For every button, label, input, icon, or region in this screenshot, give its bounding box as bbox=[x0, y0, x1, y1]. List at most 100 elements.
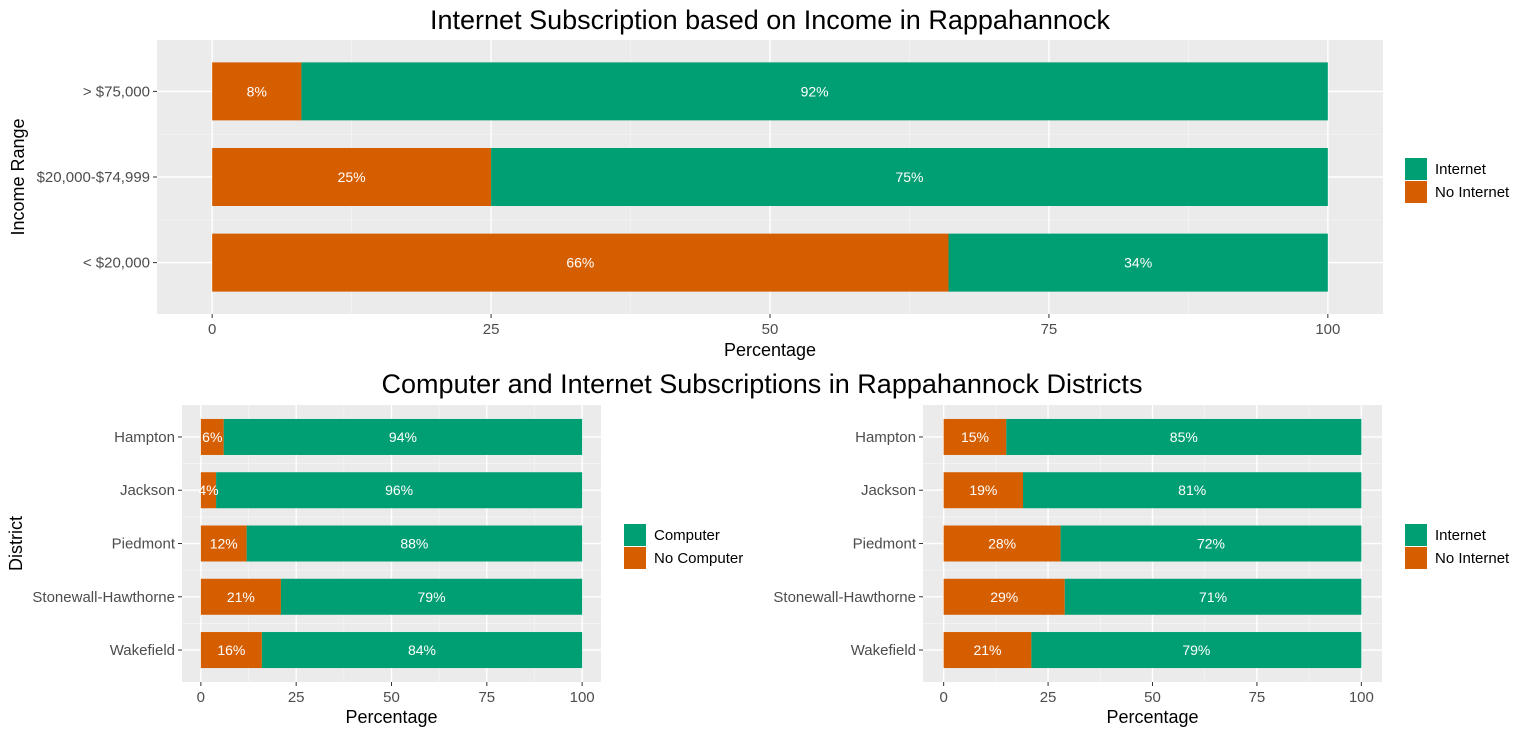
bar-no-computer-hampton bbox=[200, 418, 224, 455]
y-tick-label: Hampton bbox=[855, 429, 916, 446]
bar-label-computer-wakefield: 84% bbox=[408, 642, 436, 658]
x-tick-label: 100 bbox=[1349, 689, 1374, 706]
x-tick-label: 100 bbox=[1315, 321, 1340, 338]
legend-label-internet: Internet bbox=[1435, 527, 1487, 544]
bar-label-internet-piedmont: 72% bbox=[1197, 536, 1225, 552]
x-tick-label: 0 bbox=[939, 689, 947, 706]
x-tick-label: 75 bbox=[478, 689, 495, 706]
bar-no-internet-stonewall-hawthorne bbox=[943, 578, 1065, 615]
bar-computer-piedmont bbox=[246, 525, 583, 562]
x-axis-title: Percentage bbox=[1106, 707, 1198, 727]
bar-label-no-computer-stonewall-hawthorne: 21% bbox=[227, 589, 255, 605]
bar-label-no-internet-hampton: 15% bbox=[961, 429, 989, 445]
bar-label-no-internet-piedmont: 28% bbox=[988, 536, 1016, 552]
bar-no-internet-75-000 bbox=[212, 62, 302, 121]
bar-label-internet-20-000: 34% bbox=[1124, 255, 1152, 271]
y-tick-label: Piedmont bbox=[112, 536, 176, 553]
x-tick-label: 0 bbox=[197, 689, 205, 706]
bar-internet-jackson bbox=[1023, 472, 1362, 509]
legend-label-no-internet: No Internet bbox=[1435, 550, 1510, 567]
bar-internet-wakefield bbox=[1031, 632, 1362, 669]
bar-no-computer-stonewall-hawthorne bbox=[200, 578, 281, 615]
bar-computer-stonewall-hawthorne bbox=[280, 578, 583, 615]
bar-no-internet-20-000-74-999 bbox=[212, 148, 492, 206]
bar-internet-stonewall-hawthorne bbox=[1064, 578, 1362, 615]
bar-label-computer-piedmont: 88% bbox=[400, 536, 428, 552]
x-tick-label: 25 bbox=[288, 689, 305, 706]
bar-label-no-internet-wakefield: 21% bbox=[973, 642, 1001, 658]
y-tick-label: Wakefield bbox=[851, 642, 916, 659]
legend-swatch-no-internet bbox=[1405, 547, 1427, 569]
bar-label-no-computer-piedmont: 12% bbox=[210, 536, 238, 552]
bar-label-internet-stonewall-hawthorne: 71% bbox=[1199, 589, 1227, 605]
x-axis-title: Percentage bbox=[345, 707, 437, 727]
bar-label-no-computer-wakefield: 16% bbox=[217, 642, 245, 658]
y-tick-label: Jackson bbox=[120, 482, 175, 499]
bar-label-no-internet-stonewall-hawthorne: 29% bbox=[990, 589, 1018, 605]
internet-district-chart: 15% 85% Hampton 19% 81% Jackson 28% 72% Piedmont… bbox=[773, 405, 1510, 727]
bar-internet-hampton bbox=[1006, 418, 1362, 455]
bar-label-internet-hampton: 85% bbox=[1170, 429, 1198, 445]
bar-label-computer-hampton: 94% bbox=[389, 429, 417, 445]
y-tick-label: Jackson bbox=[861, 482, 916, 499]
bar-internet-20-000 bbox=[948, 233, 1328, 292]
bar-no-computer-wakefield bbox=[200, 632, 262, 669]
y-tick-label: < $20,000 bbox=[83, 255, 150, 272]
bar-label-no-internet-jackson: 19% bbox=[969, 482, 997, 498]
y-tick-label: Hampton bbox=[114, 429, 175, 446]
bar-no-computer-piedmont bbox=[200, 525, 247, 562]
bar-label-no-computer-jackson: 4% bbox=[198, 482, 218, 498]
bar-internet-piedmont bbox=[1060, 525, 1362, 562]
y-tick-label: Wakefield bbox=[110, 642, 175, 659]
bar-no-internet-20-000 bbox=[212, 233, 949, 292]
x-tick-label: 50 bbox=[383, 689, 400, 706]
y-tick-label: Stonewall-Hawthorne bbox=[773, 589, 916, 606]
bar-label-no-internet-20-000-74-999: 25% bbox=[338, 169, 366, 185]
x-axis-title: Percentage bbox=[724, 340, 816, 360]
legend-swatch-internet bbox=[1405, 158, 1427, 180]
legend-label-computer: Computer bbox=[654, 527, 720, 544]
y-tick-label: > $75,000 bbox=[83, 83, 150, 100]
bar-computer-hampton bbox=[223, 418, 583, 455]
bar-label-internet-75-000: 92% bbox=[801, 83, 829, 99]
x-tick-label: 50 bbox=[1144, 689, 1161, 706]
bar-label-computer-jackson: 96% bbox=[385, 482, 413, 498]
legend-label-no-computer: No Computer bbox=[654, 550, 743, 567]
income-chart: 8% 92% > $75,000 25% 75% $20,000-$74,999 66% 34… bbox=[8, 40, 1510, 360]
computer-district-chart: 6% 94% Hampton 4% 96% Jackson 12% 88% Piedmont 21… bbox=[6, 405, 743, 727]
bar-label-computer-stonewall-hawthorne: 79% bbox=[418, 589, 446, 605]
x-tick-label: 25 bbox=[1040, 689, 1057, 706]
bar-no-internet-wakefield bbox=[943, 632, 1032, 669]
legend-swatch-internet bbox=[1405, 524, 1427, 546]
legend-label-no-internet: No Internet bbox=[1435, 184, 1510, 201]
x-tick-label: 100 bbox=[570, 689, 595, 706]
legend-swatch-no-computer bbox=[624, 547, 646, 569]
bar-label-internet-jackson: 81% bbox=[1178, 482, 1206, 498]
bar-label-no-computer-hampton: 6% bbox=[202, 429, 222, 445]
x-tick-label: 25 bbox=[483, 321, 500, 338]
bar-no-computer-jackson bbox=[200, 472, 217, 509]
y-axis-title: Income Range bbox=[8, 118, 28, 235]
district-chart-title: Computer and Internet Subscriptions in R… bbox=[382, 369, 1143, 399]
bar-computer-wakefield bbox=[261, 632, 583, 669]
x-tick-label: 75 bbox=[1041, 321, 1058, 338]
bar-label-no-internet-75-000: 8% bbox=[247, 83, 267, 99]
x-tick-label: 75 bbox=[1249, 689, 1266, 706]
y-axis-title: District bbox=[6, 516, 26, 571]
y-tick-label: $20,000-$74,999 bbox=[37, 169, 150, 186]
legend-swatch-computer bbox=[624, 524, 646, 546]
income-chart-title: Internet Subscription based on Income in… bbox=[430, 5, 1110, 35]
bar-label-no-internet-20-000: 66% bbox=[566, 255, 594, 271]
x-tick-label: 0 bbox=[208, 321, 216, 338]
bar-internet-20-000-74-999 bbox=[491, 148, 1328, 206]
bar-label-internet-20-000-74-999: 75% bbox=[895, 169, 923, 185]
bar-label-internet-wakefield: 79% bbox=[1182, 642, 1210, 658]
y-tick-label: Piedmont bbox=[853, 536, 917, 553]
bar-internet-75-000 bbox=[301, 62, 1328, 121]
legend-label-internet: Internet bbox=[1435, 161, 1487, 178]
x-tick-label: 50 bbox=[762, 321, 779, 338]
bar-no-internet-hampton bbox=[943, 418, 1007, 455]
bar-no-internet-piedmont bbox=[943, 525, 1061, 562]
bar-no-internet-jackson bbox=[943, 472, 1024, 509]
